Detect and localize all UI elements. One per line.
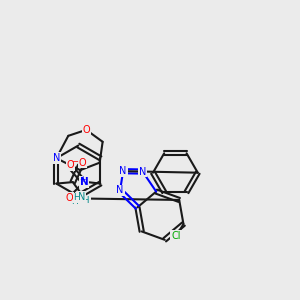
Text: O: O (82, 125, 90, 135)
Text: H: H (73, 193, 80, 202)
Text: N: N (78, 192, 85, 202)
Text: N: N (80, 177, 88, 187)
Text: N: N (116, 185, 124, 195)
Text: N: N (139, 167, 146, 176)
Text: Cl: Cl (171, 231, 181, 241)
Text: H: H (71, 197, 78, 206)
Text: O: O (67, 160, 74, 170)
Text: O: O (79, 158, 86, 168)
Text: +: + (79, 175, 85, 184)
Text: NH: NH (76, 196, 90, 206)
Text: N: N (119, 166, 127, 176)
Text: N: N (53, 153, 60, 163)
Text: −: − (71, 158, 78, 166)
Text: O: O (66, 193, 74, 202)
